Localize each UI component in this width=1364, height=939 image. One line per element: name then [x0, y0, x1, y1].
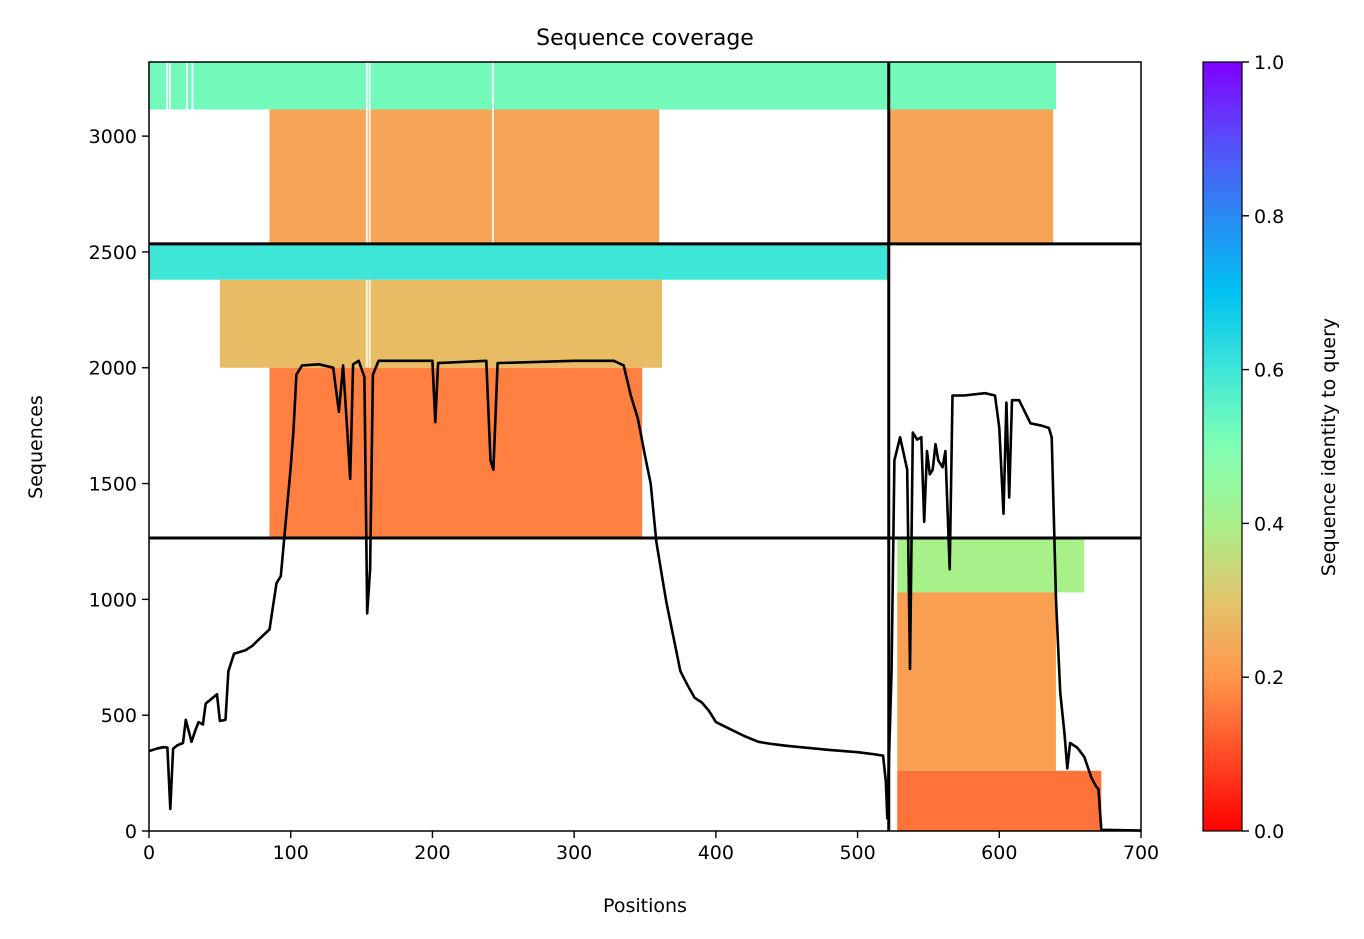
coverage-gap-stripes: [166, 62, 494, 368]
colorbar: 0.0 0.2 0.4 0.6 0.8 1.0 Sequence identity to …: [1202, 52, 1340, 843]
coverage-line-layer: [148, 359, 1142, 832]
coverage-block: [149, 243, 889, 280]
coverage-block: [888, 109, 1054, 243]
coverage-gap: [365, 279, 368, 368]
x-tick-label: 300: [556, 842, 592, 864]
plot-frame: [148, 61, 1142, 832]
x-tick-label: 500: [839, 842, 875, 864]
coverage-block: [897, 592, 1056, 771]
y-tick-label: 2500: [89, 242, 137, 264]
colorbar-ticks: 0.0 0.2 0.4 0.6 0.8 1.0: [1242, 52, 1284, 843]
coverage-block: [897, 770, 1102, 831]
coverage-line: [148, 359, 1142, 832]
y-tick-label: 0: [125, 821, 137, 843]
coverage-gap: [365, 62, 368, 243]
chart-title: Sequence coverage: [536, 26, 754, 51]
colorbar-tick-label: 0.2: [1254, 667, 1284, 689]
coverage-gap: [191, 62, 194, 243]
x-tick-label: 600: [981, 842, 1017, 864]
coverage-gap: [368, 279, 371, 368]
colorbar-tick-label: 0.4: [1254, 513, 1284, 535]
coverage-gap: [491, 62, 494, 243]
x-tick-label: 100: [273, 842, 309, 864]
x-tick-label: 700: [1123, 842, 1159, 864]
y-tick-label: 2000: [89, 358, 137, 380]
y-tick-label: 500: [101, 705, 137, 727]
coverage-block: [219, 279, 663, 368]
coverage-gap: [185, 62, 188, 243]
colorbar-label: Sequence identity to query: [1318, 318, 1340, 576]
coverage-block: [269, 367, 643, 538]
colorbar-tick-label: 0.0: [1254, 821, 1284, 843]
region-dividers: [149, 62, 1141, 831]
y-axis: 0 500 1000 1500 2000 2500 3000: [89, 126, 149, 843]
coverage-layer: [149, 62, 1102, 831]
coverage-block: [269, 109, 660, 243]
colorbar-tick-label: 0.8: [1254, 206, 1284, 228]
coverage-block: [149, 62, 889, 110]
y-axis-label: Sequences: [25, 395, 47, 499]
x-axis-label: Positions: [603, 895, 687, 917]
x-axis: 0 100 200 300 400 500 600 700: [143, 831, 1159, 864]
x-tick-label: 400: [698, 842, 734, 864]
plot-area: [148, 61, 1142, 832]
colorbar-tick-label: 0.6: [1254, 360, 1284, 382]
y-tick-label: 3000: [89, 126, 137, 148]
coverage-block: [897, 537, 1085, 593]
y-tick-label: 1500: [89, 474, 137, 496]
coverage-gap: [368, 62, 371, 243]
y-tick-label: 1000: [89, 589, 137, 611]
x-tick-label: 200: [414, 842, 450, 864]
x-tick-label: 0: [143, 842, 155, 864]
colorbar-tick-label: 1.0: [1254, 52, 1284, 74]
coverage-block: [888, 62, 1056, 110]
coverage-gap: [168, 62, 171, 243]
colorbar-gradient: [1202, 61, 1243, 832]
coverage-gap: [166, 62, 169, 243]
